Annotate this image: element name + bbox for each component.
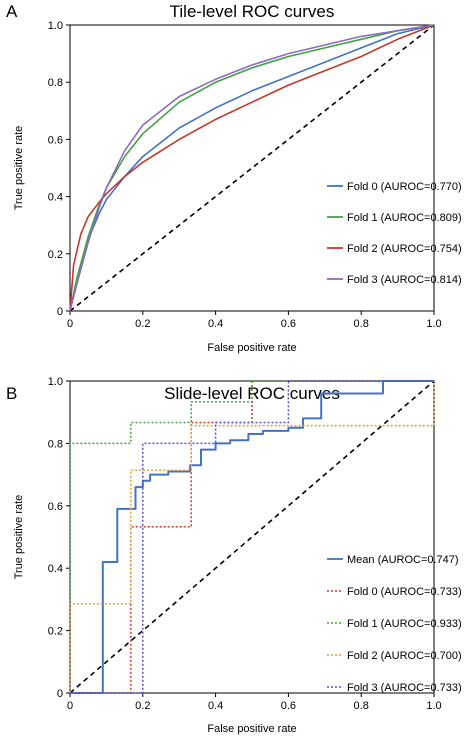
series-line-3 [69,381,435,693]
legend-label-1: Fold 1 (AUROC=0.809) [347,212,462,224]
series-line-1 [70,380,434,694]
x-tick-label: 1.0 [426,700,441,712]
series-line-0 [70,380,434,694]
legend-label-1: Fold 0 (AUROC=0.733) [347,586,462,598]
x-axis-label: False positive rate [207,723,296,735]
chart-panel-0: A Tile-level ROC curves 0 0.2 0.4 0.6 0.8 1.0 0 0… [6,2,462,354]
legend-label-0: Mean (AUROC=0.747) [347,554,459,566]
plot-frame [69,24,435,312]
x-tick-label: 0 [67,318,73,330]
x-tick-label: 0.8 [354,318,369,330]
y-tick-label: 0.4 [48,192,63,204]
series-line-4 [70,380,434,694]
x-tick-label: 1.0 [426,318,441,330]
legend-label-3: Fold 2 (AUROC=0.700) [347,650,462,662]
y-tick-label: 0.4 [48,563,63,575]
legend-label-4: Fold 3 (AUROC=0.733) [347,682,462,694]
y-axis-label: True positive rate [13,126,25,211]
y-tick-label: 0.2 [48,626,63,638]
y-tick-label: 0.8 [48,77,63,89]
y-tick-label: 0 [57,306,63,318]
chart-title: Tile-level ROC curves [170,2,335,21]
x-tick-label: 0.8 [354,700,369,712]
x-tick-label: 0.4 [208,318,223,330]
y-tick-label: 1.0 [48,20,63,32]
y-tick-label: 0.8 [48,438,63,450]
x-tick-label: 0.6 [281,700,296,712]
legend-label-0: Fold 0 (AUROC=0.770) [347,181,462,193]
x-tick-label: 0.2 [135,700,150,712]
panel-letter: A [6,2,18,21]
series-line-2 [69,380,434,693]
series-line-2 [69,24,435,312]
series-line-3 [69,24,435,312]
x-tick-label: 0.4 [208,700,223,712]
y-tick-label: 0.6 [48,134,63,146]
y-tick-label: 0.6 [48,501,63,513]
y-tick-label: 0 [57,688,63,700]
x-tick-label: 0.6 [281,318,296,330]
chance-diagonal [69,380,435,694]
panel-letter: B [6,384,17,403]
series-line-1 [69,24,435,312]
y-axis-label: True positive rate [13,495,25,580]
x-axis-label: False positive rate [207,342,296,354]
x-tick-label: 0 [67,700,73,712]
y-tick-label: 0.2 [48,249,63,261]
legend-label-2: Fold 2 (AUROC=0.754) [347,243,462,255]
legend-label-3: Fold 3 (AUROC=0.814) [347,274,462,286]
legend-label-2: Fold 1 (AUROC=0.933) [347,618,462,630]
x-tick-label: 0.2 [135,318,150,330]
y-tick-label: 1.0 [48,376,63,388]
